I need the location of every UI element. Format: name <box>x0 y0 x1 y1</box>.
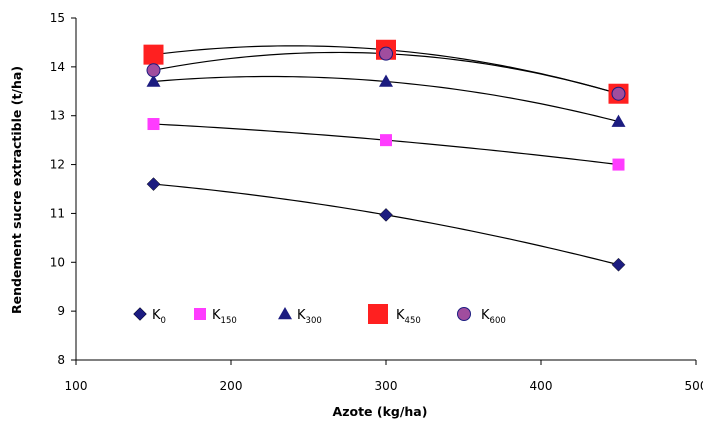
y-tick-label: 13 <box>50 109 65 123</box>
legend-label-k0: K0 <box>152 308 166 326</box>
point-k600 <box>611 86 626 101</box>
y-tick-label: 15 <box>50 11 65 25</box>
legend-label-k600: K600 <box>481 308 506 326</box>
point-k450 <box>143 44 164 65</box>
point-k0 <box>379 208 393 222</box>
legend-label-k450: K450 <box>396 308 421 326</box>
point-k150 <box>612 158 625 171</box>
point-k600 <box>146 63 161 78</box>
legend-marker-k0 <box>133 307 147 321</box>
y-tick-label: 11 <box>50 206 65 220</box>
y-tick-label: 14 <box>50 60 65 74</box>
point-k300 <box>379 74 393 87</box>
point-k0 <box>146 177 161 191</box>
y-tick-label: 12 <box>50 158 65 172</box>
point-k300 <box>611 114 626 127</box>
x-tick-label: 200 <box>220 379 243 393</box>
legend-marker-k450 <box>368 304 388 324</box>
x-tick-label: 100 <box>65 379 88 393</box>
x-tick-label: 500 <box>685 379 703 393</box>
trendline-k0 <box>153 183 619 266</box>
point-k150 <box>147 118 160 131</box>
legend-label-k150: K150 <box>212 308 237 326</box>
y-tick-label: 10 <box>50 255 65 269</box>
legend-marker-k150 <box>194 308 206 320</box>
point-k150 <box>380 134 392 147</box>
x-tick-label: 400 <box>530 379 553 393</box>
x-axis-title: Azote (kg/ha) <box>333 404 428 419</box>
y-tick-label: 8 <box>57 353 65 367</box>
legend-marker-k600 <box>457 307 471 321</box>
legend-label-k300: K300 <box>297 308 322 326</box>
data-markers <box>143 39 629 272</box>
point-k300 <box>146 74 161 87</box>
legend: K0 K150 K300 K450 K600 <box>133 304 506 326</box>
y-axis-title: Rendement sucre extractible (t/ha) <box>9 66 24 314</box>
axes: 8 9 10 11 12 13 14 15 100 200 300 400 500 <box>50 11 703 393</box>
legend-marker-k300 <box>278 307 292 320</box>
point-k0 <box>611 257 626 272</box>
point-k600 <box>379 46 393 61</box>
y-tick-label: 9 <box>57 304 65 318</box>
x-tick-label: 300 <box>375 379 398 393</box>
